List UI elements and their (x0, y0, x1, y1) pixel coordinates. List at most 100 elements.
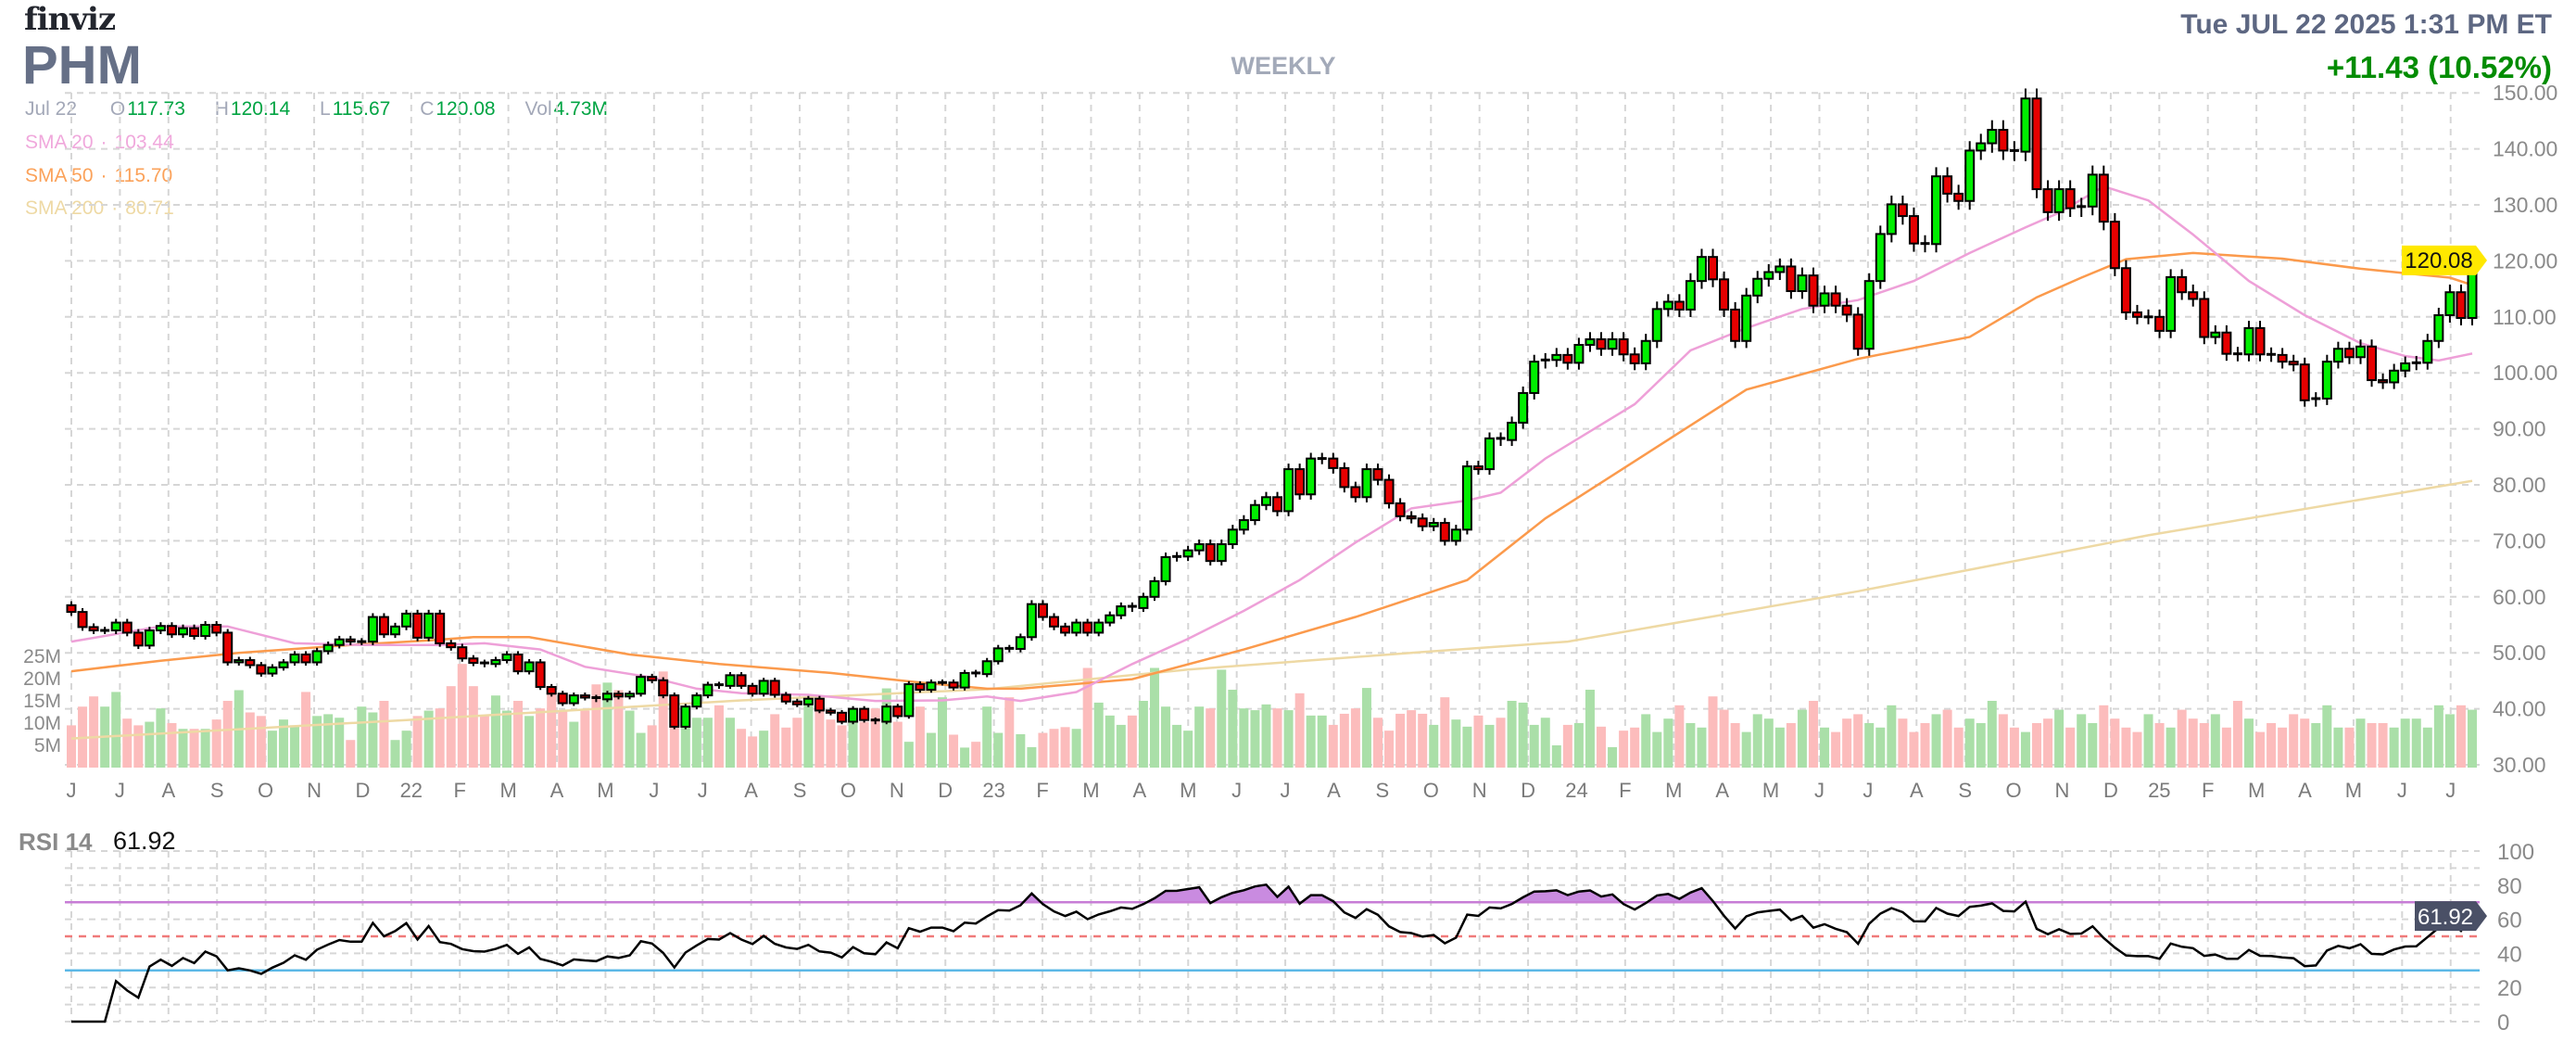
candle-body (1562, 353, 1573, 364)
candle-body (367, 616, 378, 643)
volume-bar (1283, 710, 1294, 768)
volume-bar (2433, 705, 2443, 768)
candle-body (625, 693, 636, 698)
candle-body (2389, 369, 2400, 384)
volume-bar (881, 688, 891, 768)
candle-body (1629, 353, 1640, 364)
price-tick-label: 50.00 (2493, 641, 2546, 665)
price-tick-label: 80.00 (2493, 473, 2546, 497)
volume-bar (346, 740, 356, 768)
volume-bar (859, 721, 869, 768)
candle-body (1060, 625, 1071, 634)
legend-sma20[interactable]: SMA 20 · 103.44 (25, 133, 174, 152)
volume-bar (2221, 727, 2231, 768)
volume-bar (2154, 723, 2165, 768)
rsi-tick-label: 20 (2497, 976, 2522, 1001)
month-label: J (698, 779, 708, 802)
volume-bar (1674, 705, 1685, 768)
month-label: J (115, 779, 125, 802)
volume-bar (278, 719, 288, 768)
finviz-logo[interactable]: finviz (24, 1, 116, 38)
candle-body (1071, 621, 1082, 634)
close-label: C (420, 98, 435, 120)
volume-bar (1306, 715, 1316, 768)
candle-body (903, 683, 915, 718)
volume-bar (1060, 727, 1070, 768)
separator: · (100, 132, 107, 153)
candle-body (769, 680, 780, 696)
volume-bar (1049, 729, 1059, 768)
volume-bar (1206, 708, 1216, 768)
volume-bar (245, 712, 255, 768)
candle-body (1897, 203, 1908, 218)
month-label: J (67, 779, 77, 802)
candle-body (2221, 331, 2232, 355)
month-label: A (1715, 779, 1729, 802)
volume-bar (1763, 718, 1774, 768)
candle-body (144, 629, 155, 647)
candle-body (468, 657, 479, 665)
volume-bar (1619, 731, 1629, 768)
price-change: +11.43 (10.52%) (2326, 50, 2552, 84)
volume-bar (2355, 718, 2366, 768)
candle-body (959, 671, 970, 689)
open-label: O (109, 98, 126, 120)
volume-bar (1686, 723, 1696, 768)
candle-body (189, 627, 200, 638)
candle-body (2210, 331, 2221, 338)
legend-sma200[interactable]: SMA 200 · 80.71 (25, 198, 174, 218)
candle-body (1272, 496, 1283, 513)
volume-bar (1328, 724, 1338, 768)
candle-body (2378, 379, 2389, 384)
volume-bar (2456, 705, 2466, 768)
sma50-label: SMA 50 (25, 165, 94, 186)
candle-body (1406, 515, 1417, 520)
volume-bar (993, 732, 1004, 768)
month-label: J (2445, 779, 2456, 802)
volume-bar (1663, 718, 1673, 768)
candle-body (981, 660, 992, 676)
volume-value: 4.73M (553, 98, 609, 120)
volume-bar (446, 686, 456, 768)
volume-bar (1987, 701, 1997, 768)
candle-body (1049, 616, 1060, 628)
candle-body (1696, 256, 1707, 283)
ticker-symbol: PHM (22, 35, 142, 95)
separator: · (100, 165, 107, 186)
month-label: A (161, 779, 175, 802)
volume-bar (1920, 723, 1930, 768)
volume-bar (1853, 714, 1863, 768)
timeframe-label: WEEKLY (1231, 52, 1336, 80)
rsi-panel: 100 80 60 40 20 0 61.92 (65, 840, 2534, 1036)
volume-bar (2468, 709, 2477, 768)
volume-bar (580, 710, 590, 768)
volume-bar (111, 692, 121, 768)
volume-bar (1183, 731, 1193, 768)
volume-bar (1518, 702, 1528, 768)
volume-bar (312, 716, 322, 768)
month-label: S (210, 779, 224, 802)
candle-body (1931, 175, 1942, 246)
volume-bar (1786, 723, 1796, 768)
rsi-tick-label: 80 (2497, 874, 2522, 899)
candle-body (1428, 522, 1439, 527)
candle-body (1361, 468, 1372, 499)
candle-body (1093, 621, 1105, 634)
month-label: M (1762, 779, 1779, 802)
volume-bar (1540, 718, 1550, 768)
month-label: N (890, 779, 904, 802)
candle-body (2120, 267, 2131, 313)
volume-bar (1551, 745, 1561, 768)
volume-bar (1953, 727, 1964, 768)
volume-bar (2367, 723, 2377, 768)
candle-body (256, 664, 267, 675)
volume-bar (390, 740, 400, 768)
volume-bar (1161, 706, 1171, 768)
candle-body (1216, 543, 1227, 563)
volume-bar (2077, 714, 2087, 768)
month-label: M (1180, 779, 1196, 802)
volume-bar (2188, 718, 2198, 768)
legend-sma50[interactable]: SMA 50 · 115.70 (25, 166, 172, 185)
candle-body (1339, 466, 1350, 489)
